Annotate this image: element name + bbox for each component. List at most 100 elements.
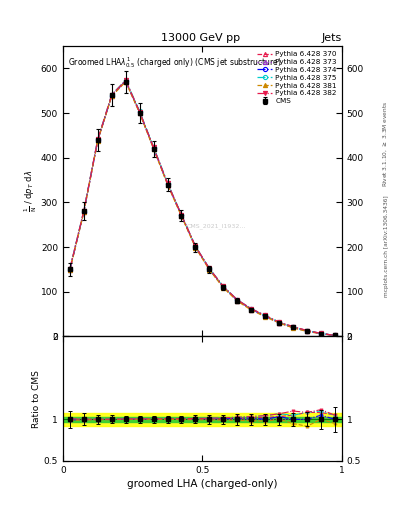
Pythia 6.428 375 [165,180,170,186]
Pythia 6.428 382 [332,332,337,338]
Pythia 6.428 382 [81,208,86,214]
Pythia 6.428 375 [235,296,240,303]
Pythia 6.428 382 [123,77,128,83]
Pythia 6.428 370 [277,319,281,326]
Pythia 6.428 375 [109,92,114,98]
Pythia 6.428 375 [137,108,142,114]
Pythia 6.428 375 [221,283,226,289]
Pythia 6.428 381 [68,267,72,273]
Pythia 6.428 373 [81,209,86,215]
Pythia 6.428 381 [165,181,170,187]
Pythia 6.428 373 [137,110,142,116]
Pythia 6.428 370 [221,284,226,290]
Pythia 6.428 382 [109,92,114,98]
Pythia 6.428 375 [123,77,128,83]
Pythia 6.428 370 [81,208,86,215]
X-axis label: groomed LHA (charged-only): groomed LHA (charged-only) [127,479,277,489]
Pythia 6.428 381 [221,285,226,291]
Pythia 6.428 382 [249,306,253,312]
Y-axis label: $\frac{1}{\mathrm{N}}$ / $\mathrm{d}p_T$ $\mathrm{d}\lambda$: $\frac{1}{\mathrm{N}}$ / $\mathrm{d}p_T$… [23,170,39,212]
Pythia 6.428 373 [179,212,184,219]
Pythia 6.428 374 [332,332,337,338]
Pythia 6.428 374 [109,93,114,99]
Pythia 6.428 381 [277,320,281,326]
Pythia 6.428 381 [151,146,156,152]
Pythia 6.428 375 [319,330,323,336]
Pythia 6.428 382 [277,319,281,325]
Pythia 6.428 375 [81,208,86,214]
Pythia 6.428 382 [263,312,268,318]
Pythia 6.428 382 [137,109,142,115]
Pythia 6.428 373 [193,244,198,250]
Pythia 6.428 382 [68,266,72,272]
Pythia 6.428 382 [319,330,323,336]
Pythia 6.428 370 [207,266,212,272]
Pythia 6.428 382 [151,144,156,151]
Pythia 6.428 370 [68,266,72,272]
Pythia 6.428 370 [109,92,114,98]
Pythia 6.428 381 [235,298,240,304]
Pythia 6.428 370 [193,244,198,250]
Pythia 6.428 374 [123,78,128,84]
Pythia 6.428 370 [263,313,268,319]
Text: Rivet 3.1.10, $\geq$ 3.3M events: Rivet 3.1.10, $\geq$ 3.3M events [382,100,389,186]
Line: Pythia 6.428 370: Pythia 6.428 370 [68,79,337,337]
Pythia 6.428 381 [95,138,100,144]
Pythia 6.428 370 [249,306,253,312]
Pythia 6.428 370 [319,330,323,336]
Pythia 6.428 375 [151,144,156,150]
Pythia 6.428 373 [207,266,212,272]
Pythia 6.428 374 [235,297,240,303]
Pythia 6.428 375 [95,136,100,142]
Pythia 6.428 375 [291,324,296,330]
Text: CMS_2021_I1932…: CMS_2021_I1932… [187,223,246,229]
Pythia 6.428 381 [305,328,309,334]
Pythia 6.428 370 [332,332,337,338]
Pythia 6.428 375 [249,306,253,312]
Pythia 6.428 374 [291,325,296,331]
Pythia 6.428 374 [68,267,72,273]
Pythia 6.428 370 [179,212,184,219]
Pythia 6.428 373 [332,332,337,338]
Text: 13000 GeV pp: 13000 GeV pp [161,33,240,44]
Pythia 6.428 375 [277,319,281,325]
Pythia 6.428 381 [332,332,337,338]
Pythia 6.428 375 [305,328,309,334]
Pythia 6.428 374 [193,244,198,250]
Pythia 6.428 374 [249,306,253,312]
Pythia 6.428 381 [249,307,253,313]
Line: Pythia 6.428 375: Pythia 6.428 375 [68,78,337,337]
Pythia 6.428 381 [137,110,142,116]
Pythia 6.428 381 [81,209,86,215]
Pythia 6.428 374 [81,209,86,215]
Pythia 6.428 375 [332,332,337,338]
Pythia 6.428 381 [291,325,296,331]
Line: Pythia 6.428 373: Pythia 6.428 373 [68,79,337,337]
Pythia 6.428 373 [249,307,253,313]
Pythia 6.428 381 [319,331,323,337]
Pythia 6.428 374 [277,319,281,326]
Pythia 6.428 373 [277,320,281,326]
Pythia 6.428 373 [235,297,240,304]
Pythia 6.428 373 [305,328,309,334]
Pythia 6.428 370 [151,145,156,151]
Pythia 6.428 375 [68,266,72,272]
Pythia 6.428 373 [123,78,128,84]
Pythia 6.428 370 [123,78,128,84]
Pythia 6.428 373 [319,331,323,337]
Pythia 6.428 382 [305,328,309,334]
Pythia 6.428 370 [95,137,100,143]
Pythia 6.428 370 [291,324,296,330]
Pythia 6.428 382 [221,283,226,289]
Pythia 6.428 382 [193,243,198,249]
Pythia 6.428 374 [305,328,309,334]
Pythia 6.428 373 [165,181,170,187]
Pythia 6.428 375 [193,243,198,249]
Pythia 6.428 382 [235,296,240,303]
Pythia 6.428 370 [235,297,240,303]
Pythia 6.428 381 [123,79,128,85]
Bar [63,417,342,422]
Bar [63,413,342,426]
Pythia 6.428 381 [193,244,198,250]
Pythia 6.428 374 [263,313,268,319]
